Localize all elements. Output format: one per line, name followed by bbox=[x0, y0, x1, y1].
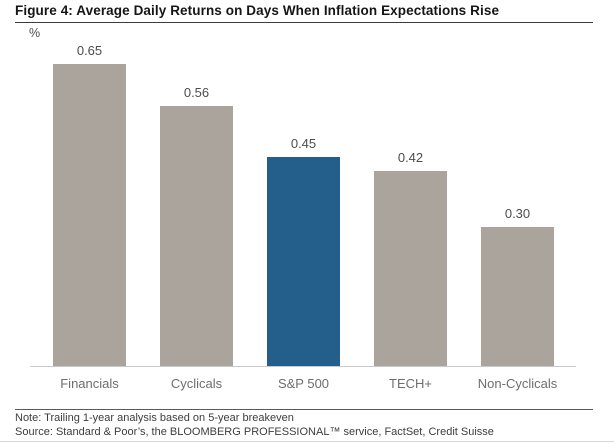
bar-non-cyclicals bbox=[481, 227, 554, 366]
bar-cyclicals bbox=[160, 106, 233, 366]
x-axis-label: TECH+ bbox=[389, 376, 432, 391]
figure-source: Source: Standard & Poor’s, the BLOOMBERG… bbox=[15, 425, 494, 438]
figure-note: Note: Trailing 1-year analysis based on … bbox=[15, 412, 294, 424]
bar-tech- bbox=[374, 171, 447, 366]
x-axis-label: Financials bbox=[60, 376, 119, 391]
x-axis-label: Cyclicals bbox=[170, 376, 223, 391]
bar-value-label: 0.30 bbox=[504, 206, 531, 221]
bar-value-label: 0.65 bbox=[76, 43, 103, 58]
bar-s-p-500 bbox=[267, 157, 340, 366]
page-bottom-rule bbox=[0, 441, 614, 442]
bar-value-label: 0.56 bbox=[183, 85, 210, 100]
title-divider-rule bbox=[15, 22, 593, 23]
y-axis-unit-label: % bbox=[29, 26, 41, 40]
bar-value-label: 0.45 bbox=[290, 136, 317, 151]
x-axis-baseline bbox=[30, 366, 576, 367]
bar-financials bbox=[53, 64, 126, 366]
x-axis-label: S&P 500 bbox=[277, 376, 330, 391]
bar-value-label: 0.42 bbox=[397, 150, 424, 165]
figure-title: Figure 4: Average Daily Returns on Days … bbox=[15, 3, 500, 18]
x-axis-label: Non-Cyclicals bbox=[477, 376, 558, 391]
note-divider-rule bbox=[15, 409, 593, 410]
